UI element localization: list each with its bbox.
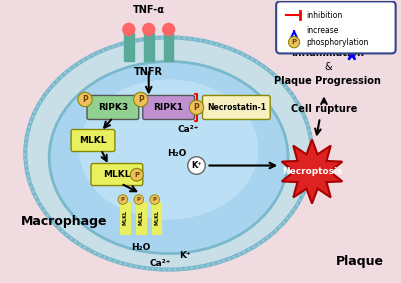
Text: Macrophage: Macrophage — [21, 215, 108, 228]
Text: MLKL: MLKL — [138, 210, 143, 225]
Text: Plaque Progression: Plaque Progression — [275, 76, 381, 86]
Text: H₂O: H₂O — [131, 243, 150, 252]
Text: P: P — [153, 197, 157, 202]
Text: K⁺: K⁺ — [191, 161, 202, 170]
Circle shape — [134, 195, 144, 204]
Bar — [124, 33, 134, 61]
FancyBboxPatch shape — [143, 95, 194, 119]
Text: RIPK3: RIPK3 — [98, 103, 128, 112]
Circle shape — [288, 37, 300, 48]
FancyBboxPatch shape — [203, 95, 270, 119]
Circle shape — [78, 92, 92, 107]
FancyBboxPatch shape — [91, 164, 143, 186]
Text: P: P — [134, 172, 139, 178]
Text: RIPK1: RIPK1 — [154, 103, 184, 112]
Bar — [120, 201, 130, 233]
Circle shape — [118, 195, 128, 204]
Text: &: & — [324, 63, 332, 72]
Text: P: P — [292, 39, 297, 45]
Text: MLKL: MLKL — [103, 170, 131, 179]
Bar — [144, 33, 154, 61]
Text: P: P — [194, 103, 199, 112]
Text: increase: increase — [306, 26, 338, 35]
Circle shape — [143, 23, 155, 35]
Text: K⁺: K⁺ — [179, 251, 190, 260]
Circle shape — [163, 23, 174, 35]
Text: P: P — [137, 197, 141, 202]
Text: TNFR: TNFR — [134, 67, 163, 78]
Bar — [136, 201, 146, 233]
Bar — [152, 201, 162, 233]
Text: MLKL: MLKL — [122, 210, 128, 225]
Circle shape — [130, 168, 143, 181]
Text: Necrostatin-1: Necrostatin-1 — [207, 103, 266, 112]
Text: H₂O: H₂O — [167, 149, 186, 158]
Text: Inflammation: Inflammation — [292, 48, 365, 58]
Text: MLKL: MLKL — [154, 210, 159, 225]
Circle shape — [123, 23, 135, 35]
Polygon shape — [282, 140, 342, 203]
Ellipse shape — [25, 37, 312, 270]
Text: inhibition: inhibition — [306, 11, 342, 20]
FancyBboxPatch shape — [87, 95, 139, 119]
Ellipse shape — [79, 80, 258, 220]
Text: Cell rupture: Cell rupture — [291, 104, 357, 115]
Bar — [164, 33, 173, 61]
Circle shape — [188, 157, 205, 174]
Text: Ca²⁺: Ca²⁺ — [178, 125, 199, 134]
Circle shape — [150, 195, 160, 204]
Ellipse shape — [49, 61, 288, 254]
Text: Necroptosis: Necroptosis — [282, 167, 342, 176]
Text: P: P — [138, 95, 144, 104]
FancyBboxPatch shape — [276, 1, 396, 53]
Text: phosphorylation: phosphorylation — [306, 38, 369, 47]
Text: Plaque: Plaque — [336, 255, 384, 268]
Text: MLKL: MLKL — [79, 136, 107, 145]
Text: P: P — [82, 95, 88, 104]
Circle shape — [189, 100, 204, 115]
Text: P: P — [121, 197, 125, 202]
Circle shape — [134, 92, 148, 107]
Text: Ca²⁺: Ca²⁺ — [150, 259, 171, 268]
FancyBboxPatch shape — [71, 130, 115, 151]
Text: TNF-α: TNF-α — [133, 5, 165, 15]
